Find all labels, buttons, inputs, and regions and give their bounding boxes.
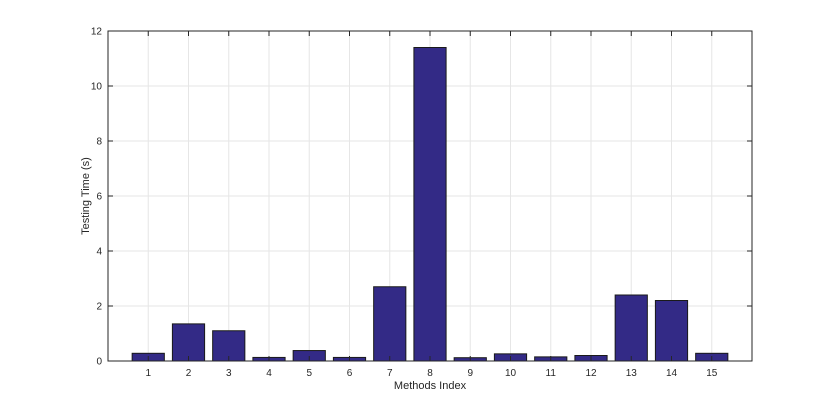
x-tick-label: 9 (467, 368, 473, 379)
x-tick-label: 13 (626, 368, 638, 379)
x-tick-label: 10 (505, 368, 517, 379)
x-axis-title: Methods Index (394, 380, 467, 392)
bar-13 (614, 294, 648, 362)
x-tick-label: 1 (145, 368, 151, 379)
x-tick-label: 7 (387, 368, 393, 379)
y-tick-label: 8 (96, 137, 102, 148)
x-tick-label: 12 (585, 368, 597, 379)
bar-3 (212, 330, 246, 362)
y-tick-label: 12 (91, 27, 103, 38)
x-tick-label: 4 (266, 368, 272, 379)
y-tick-label: 2 (96, 302, 102, 313)
y-tick-label: 0 (96, 357, 102, 368)
x-tick-label: 15 (706, 368, 718, 379)
y-tick-label: 4 (96, 247, 102, 258)
x-tick-label: 14 (666, 368, 678, 379)
x-tick-label: 5 (306, 368, 312, 379)
x-tick-label: 11 (546, 368, 557, 379)
bar-7 (373, 286, 407, 362)
x-tick-label: 2 (186, 368, 192, 379)
y-axis-title: Testing Time (s) (80, 157, 92, 235)
bars (131, 47, 729, 362)
bar-8 (413, 47, 447, 362)
bar-14 (654, 300, 689, 362)
y-tick-label: 10 (91, 82, 103, 93)
y-tick-label: 6 (96, 192, 102, 203)
x-tick-label: 8 (427, 368, 433, 379)
bar-2 (171, 323, 206, 362)
x-tick-label: 3 (226, 368, 232, 379)
x-tick-label: 6 (347, 368, 353, 379)
